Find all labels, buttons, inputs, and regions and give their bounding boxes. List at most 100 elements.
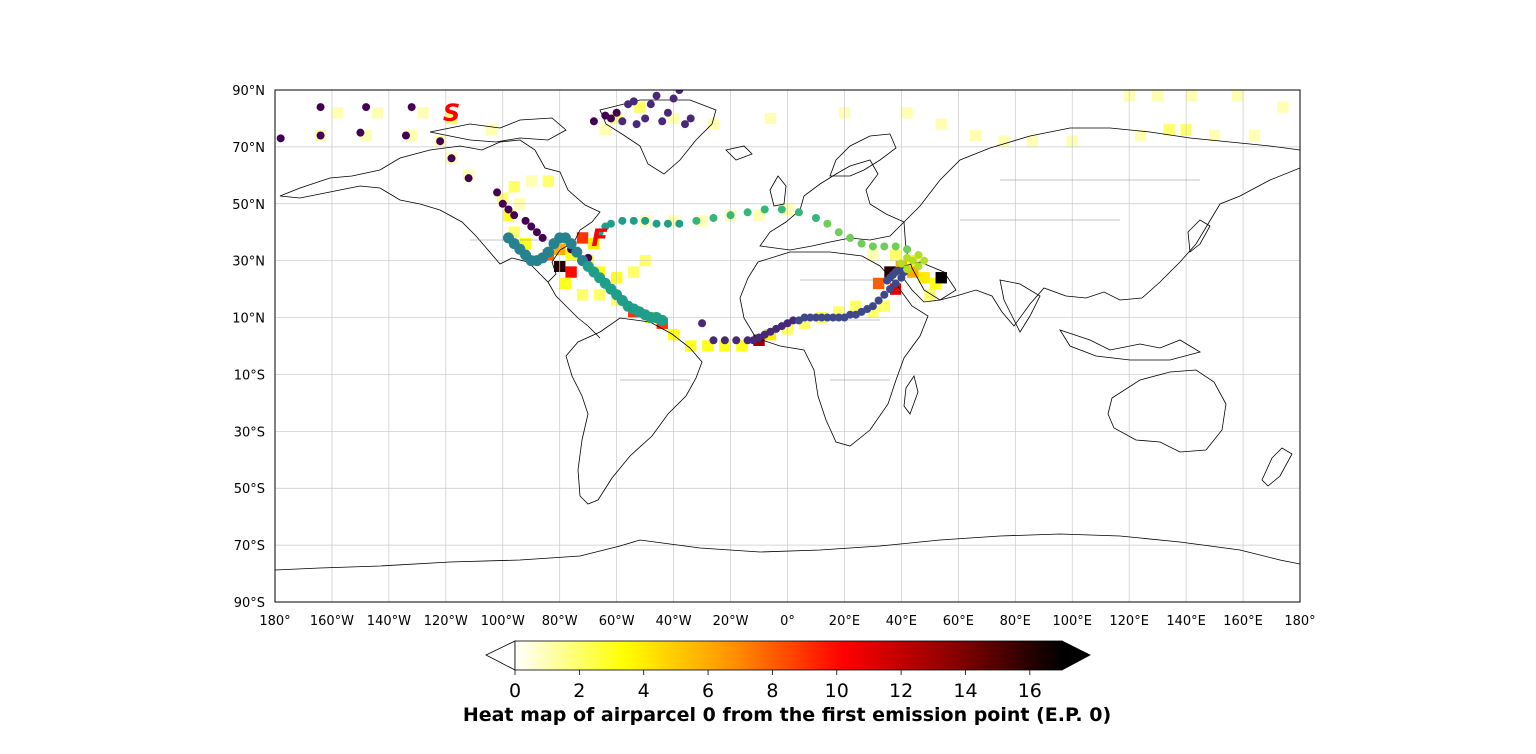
trajectory-point bbox=[800, 313, 809, 322]
gridlines bbox=[275, 90, 1300, 602]
heatmap-cell bbox=[576, 232, 589, 244]
longitude-tick-label: 80°W bbox=[542, 614, 578, 629]
heatmap-cell bbox=[696, 215, 708, 227]
heatmap-cell bbox=[890, 283, 902, 295]
trajectory-point bbox=[510, 211, 519, 220]
australia-coastline bbox=[1107, 369, 1227, 453]
latitude-tick-label: 10°N bbox=[232, 312, 265, 327]
trajectory-point bbox=[316, 103, 325, 112]
colorbar-tick-label: 10 bbox=[825, 680, 849, 702]
trajectory-point bbox=[897, 259, 906, 268]
trajectory-point bbox=[401, 131, 410, 140]
trajectory-point bbox=[743, 336, 752, 345]
colorbar-tick-label: 4 bbox=[638, 680, 650, 702]
trajectory-point bbox=[709, 336, 718, 345]
heatmap-cell bbox=[1163, 124, 1175, 136]
trajectory-point bbox=[794, 208, 803, 217]
heatmap-cell bbox=[867, 306, 879, 318]
heatmap-cell bbox=[884, 266, 896, 278]
trajectory-point bbox=[903, 265, 912, 274]
country-borders bbox=[470, 179, 1200, 381]
heatmap-cell bbox=[485, 124, 498, 136]
trajectory-point bbox=[883, 276, 892, 285]
trajectory-point bbox=[595, 228, 604, 237]
trajectory-point bbox=[874, 296, 883, 305]
new-zealand-coastline bbox=[1261, 447, 1293, 487]
trajectory-point bbox=[777, 205, 786, 214]
trajectory-point bbox=[891, 279, 900, 288]
trajectory-point bbox=[527, 222, 536, 231]
trajectory-point bbox=[618, 117, 627, 126]
heatmap-cell bbox=[599, 124, 611, 136]
latitude-tick-label: 90°N bbox=[232, 84, 265, 99]
heatmap-cell bbox=[1231, 90, 1244, 102]
latitude-tick-label: 70°S bbox=[234, 539, 265, 554]
heatmap-cell bbox=[633, 101, 646, 113]
trajectory-point bbox=[641, 114, 650, 123]
trajectory-point bbox=[908, 256, 917, 265]
heatmap-cell bbox=[502, 209, 515, 221]
heatmap-cell bbox=[371, 107, 384, 119]
longitude-tick-label: 20°W bbox=[713, 614, 749, 629]
heatmap-cell bbox=[593, 289, 606, 301]
madagascar-coastline bbox=[903, 375, 919, 415]
heatmap-cell bbox=[702, 340, 714, 352]
heatmap-cell bbox=[1026, 135, 1039, 147]
heatmap-cell bbox=[525, 175, 537, 187]
heatmap-cell bbox=[969, 129, 982, 142]
heatmap-cell bbox=[929, 277, 942, 290]
heatmap-cell bbox=[935, 118, 947, 130]
colorbar-tick-label: 14 bbox=[953, 680, 977, 702]
trajectory-point bbox=[743, 208, 752, 217]
map-frame bbox=[274, 89, 1301, 603]
longitude-tick-label: 100°E bbox=[1052, 614, 1092, 629]
heatmap-cell bbox=[405, 129, 418, 142]
trajectory-point bbox=[880, 242, 889, 251]
trajectory-point bbox=[846, 233, 855, 242]
longitude-tick-label: 20°E bbox=[829, 614, 860, 629]
trajectory-point bbox=[811, 214, 820, 222]
latitude-tick-label: 90°S bbox=[234, 596, 265, 611]
trajectory-point bbox=[886, 285, 894, 294]
trajectory-point bbox=[823, 313, 832, 322]
heatmap-cell bbox=[1186, 90, 1198, 102]
trajectory-point bbox=[920, 256, 929, 265]
latitude-tick-label: 50°S bbox=[234, 482, 265, 497]
heatmap-cell bbox=[998, 135, 1010, 147]
trajectory-point bbox=[914, 250, 923, 259]
europe-coastline bbox=[759, 159, 905, 251]
trajectory-point bbox=[656, 314, 668, 326]
colorbar-bar bbox=[515, 641, 1062, 670]
colorbar-tick-label: 2 bbox=[573, 680, 585, 702]
heatmap-cell bbox=[1134, 129, 1147, 142]
heatmap-cell bbox=[331, 107, 344, 119]
trajectory-point bbox=[681, 120, 689, 129]
colorbar-extend-low bbox=[485, 640, 516, 671]
trajectory-point bbox=[829, 313, 838, 322]
heatmap-cell bbox=[565, 249, 577, 261]
trajectory-point bbox=[504, 205, 513, 214]
trajectory-point bbox=[542, 246, 554, 258]
heatmap-cell bbox=[935, 272, 947, 284]
colorbar-tick-label: 0 bbox=[509, 680, 521, 702]
trajectory-point bbox=[498, 199, 507, 208]
heatmap-cell bbox=[924, 289, 936, 301]
heatmap-cell bbox=[901, 107, 913, 119]
heatmap-cell bbox=[878, 300, 890, 312]
colorbar-label: Heat map of airparcel 0 from the first e… bbox=[463, 704, 1111, 726]
longitude-tick-labels: 180° 160°W 140°W 120°W 100°W 80°W 60°W 40°W 20°W… bbox=[259, 614, 1315, 629]
trajectory-point bbox=[698, 319, 707, 328]
trajectory-point bbox=[663, 108, 672, 117]
start-end-markers: SF bbox=[443, 99, 609, 252]
central-america-coastline bbox=[547, 281, 601, 339]
colorbar-extend-high bbox=[1061, 640, 1091, 671]
longitude-tick-label: 60°E bbox=[943, 614, 974, 629]
longitude-tick-label: 120°W bbox=[424, 614, 468, 629]
latitude-tick-label: 50°N bbox=[232, 198, 265, 213]
trajectory-point bbox=[817, 313, 826, 322]
trajectory-point bbox=[811, 313, 820, 322]
heatmap-cell bbox=[918, 272, 930, 284]
colorbar-tick-label: 16 bbox=[1018, 680, 1042, 702]
antarctica-coastline bbox=[275, 533, 1300, 571]
